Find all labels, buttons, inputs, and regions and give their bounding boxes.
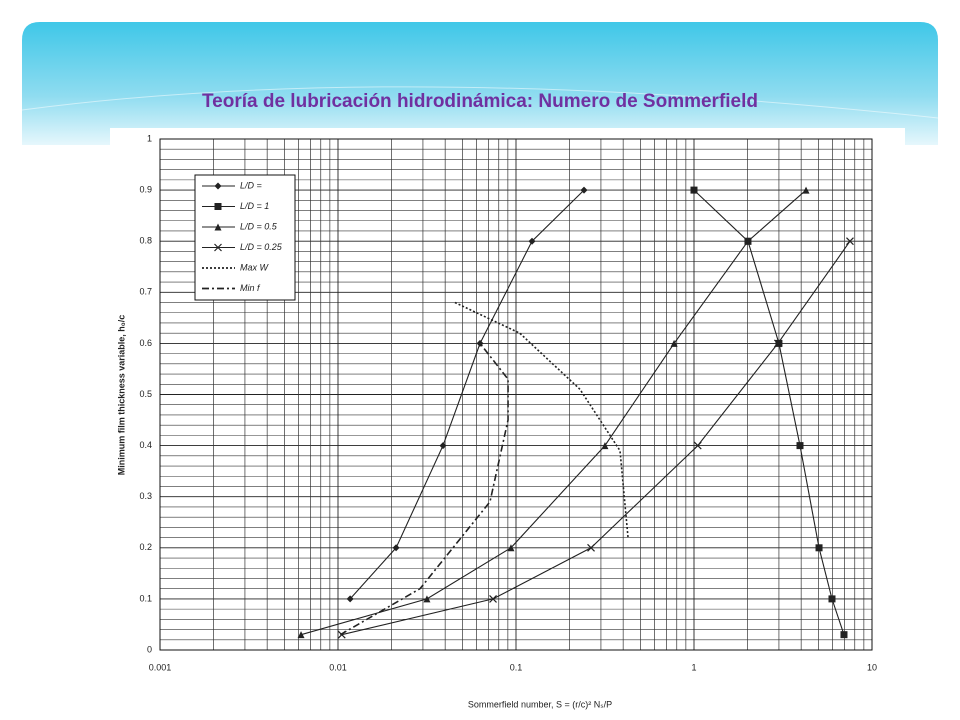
- y-tick-label: 0.6: [139, 338, 152, 348]
- legend-label: L/D = 0.25: [240, 242, 283, 252]
- point: [489, 594, 497, 603]
- legend-label: Min f: [240, 283, 261, 293]
- x-axis-label: Sommerfield number, S = (r/c)² Nₛ/P: [468, 699, 612, 709]
- point: [601, 442, 609, 450]
- point: [775, 339, 783, 347]
- series-line: [454, 301, 629, 538]
- y-tick-label: 0.3: [139, 491, 152, 501]
- point: [802, 186, 810, 194]
- chart: 0 0.1 0.2 0.3 0.4 0.5 0.6 0.7 0.8 0.9 1 0.001 0.01 0.…: [116, 133, 877, 709]
- legend-box: [194, 174, 296, 301]
- plot-frame: [159, 138, 873, 651]
- header-swoosh: [21, 86, 939, 119]
- point: [796, 442, 804, 450]
- x-tick-label: 1: [691, 662, 696, 672]
- point: [846, 237, 854, 246]
- point: [580, 186, 588, 194]
- point: [828, 595, 836, 603]
- point: [528, 237, 536, 245]
- x-tick-label: 0.001: [149, 662, 172, 672]
- point: [693, 441, 702, 450]
- slide-title: Teoría de lubricación hidrodinámica: Num…: [202, 91, 758, 112]
- series-line: [349, 189, 585, 600]
- legend-marker: [214, 203, 222, 210]
- legend-label: L/D = 0.5: [240, 221, 278, 231]
- legend-marker: [214, 243, 222, 252]
- y-tick-label: 0.2: [139, 542, 152, 552]
- point: [670, 339, 678, 347]
- point: [507, 544, 515, 552]
- x-tick-label: 0.1: [510, 662, 523, 672]
- point: [423, 595, 431, 603]
- y-tick-label: 0.5: [139, 389, 152, 399]
- series-line: [341, 240, 851, 636]
- x-tick-label: 0.01: [329, 662, 347, 672]
- x-tick-label: 10: [867, 662, 877, 672]
- point: [744, 237, 752, 245]
- y-tick-label: 0: [147, 644, 152, 654]
- header-bar: [22, 22, 938, 145]
- point: [392, 544, 400, 552]
- legend-label: L/D =: [240, 180, 262, 190]
- legend-label: Max W: [240, 262, 270, 272]
- point: [439, 442, 447, 450]
- legend-label: L/D = 1: [240, 201, 269, 211]
- legend: L/D = L/D = 1 L/D = 0.5 L/D = 0.25 Max W Min …: [194, 174, 296, 301]
- point: [587, 543, 595, 552]
- y-tick-label: 0.8: [139, 236, 152, 246]
- legend-marker: [214, 182, 222, 190]
- series-line: [339, 342, 509, 636]
- point: [840, 631, 848, 639]
- y-tick-label: 1: [147, 133, 152, 143]
- point: [690, 186, 698, 194]
- y-tick-label: 0.1: [139, 593, 152, 603]
- point: [773, 339, 782, 348]
- y-tick-label: 0.4: [139, 440, 152, 450]
- point: [297, 631, 305, 639]
- y-tick-label: 0.7: [139, 287, 152, 297]
- y-axis-label: Minimum film thickness variable, h₀/c: [116, 315, 126, 476]
- y-tick-label: 0.9: [139, 184, 152, 194]
- point: [346, 595, 354, 603]
- legend-marker: [214, 223, 222, 231]
- point: [815, 544, 823, 552]
